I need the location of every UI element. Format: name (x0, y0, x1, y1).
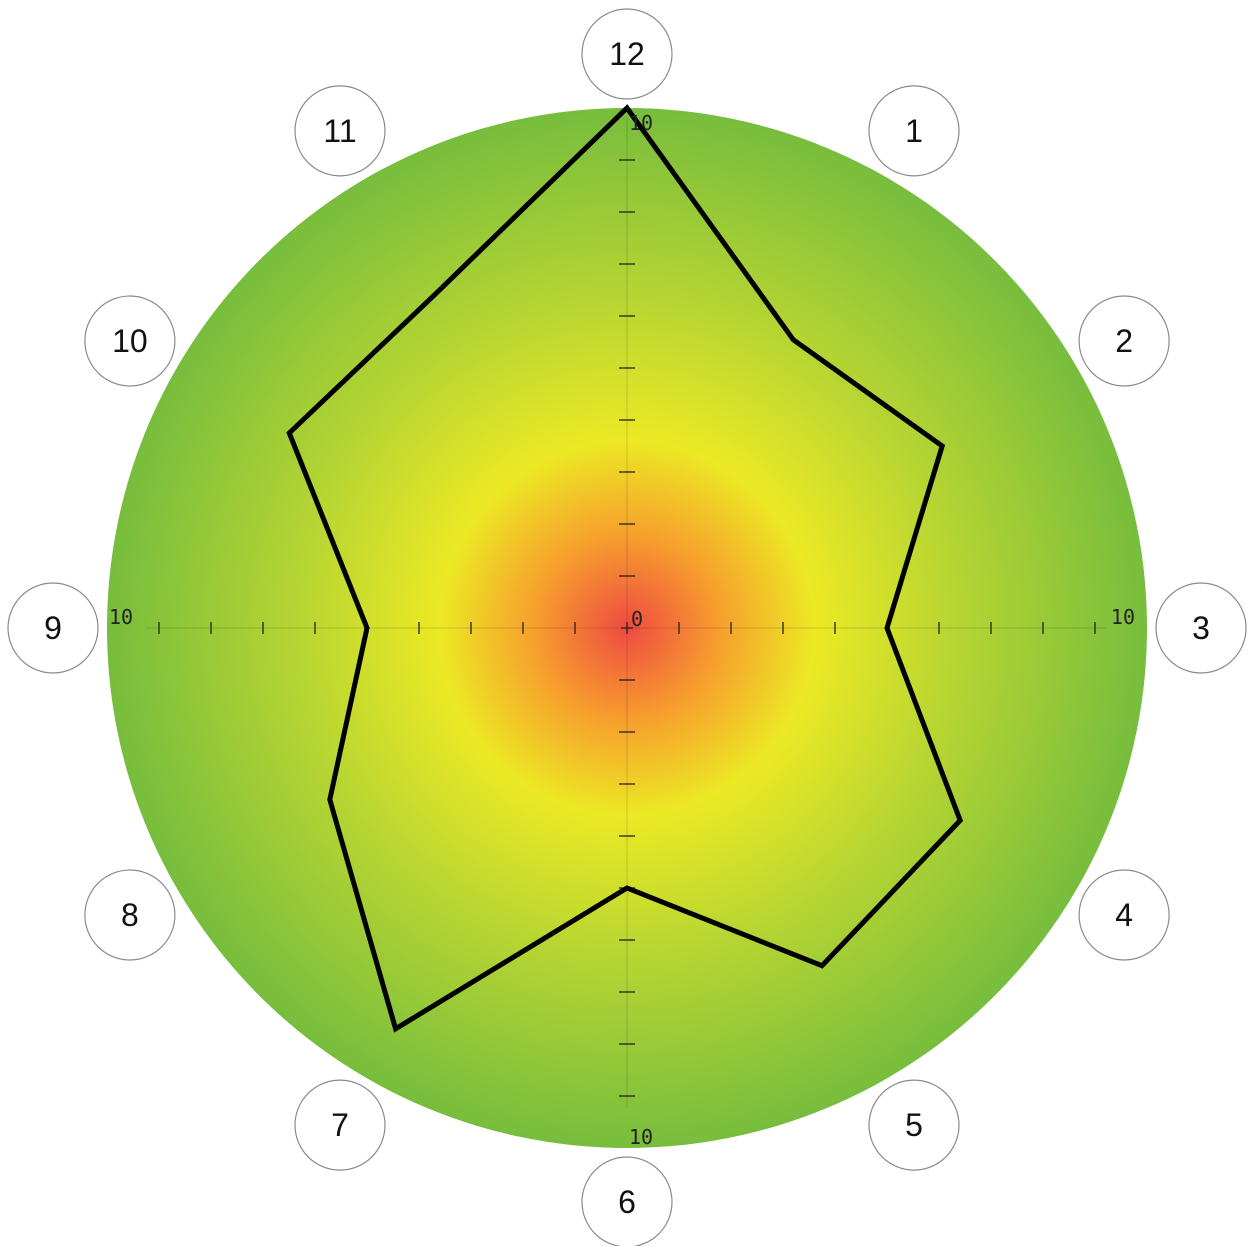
axis-end-labels: 0 10 10 10 10 (109, 111, 1135, 1149)
spoke-label-text: 4 (1115, 897, 1133, 933)
axis-label-center: 0 (631, 607, 643, 631)
spoke-label-text: 3 (1192, 610, 1210, 646)
spoke-label-badge: 1 (868, 85, 960, 177)
spoke-label-text: 8 (121, 897, 139, 933)
axis-label-top: 10 (629, 111, 653, 135)
spoke-label-badge: 4 (1078, 869, 1170, 961)
spoke-label-badge: 5 (868, 1079, 960, 1171)
spoke-label-badge-circle (1078, 295, 1170, 387)
spoke-label-badge: 9 (7, 582, 99, 674)
spoke-label-badge: 8 (84, 869, 176, 961)
spoke-label-text: 5 (905, 1107, 923, 1143)
spoke-label-badge: 2 (1078, 295, 1170, 387)
spoke-label-badge-circle (1078, 869, 1170, 961)
spoke-label-badge: 3 (1155, 582, 1247, 674)
spoke-label-badge-circle (868, 1079, 960, 1171)
axis-label-right: 10 (1111, 605, 1135, 629)
spoke-label-text: 1 (905, 113, 923, 149)
spoke-label-badge-circle (581, 1156, 673, 1246)
spoke-label-badge: 10 (84, 295, 176, 387)
spoke-label-badge-circle (294, 1079, 386, 1171)
spoke-label-text: 12 (609, 36, 645, 72)
spoke-label-text: 11 (323, 113, 356, 149)
data-series-polygon (286, 104, 964, 1033)
spoke-label-text: 9 (44, 610, 62, 646)
spoke-label-badge-circle (581, 8, 673, 100)
spoke-label-text: 7 (331, 1107, 349, 1143)
spoke-label-text: 10 (112, 323, 148, 359)
spoke-label-badge: 12 (581, 8, 673, 100)
spoke-label-text: 2 (1115, 323, 1133, 359)
spoke-label-badge: 6 (581, 1156, 673, 1246)
spoke-label-badge-circle (868, 85, 960, 177)
spoke-label-badge-circle (1155, 582, 1247, 674)
spoke-label-badge-circle (294, 85, 386, 177)
radar-axes (147, 118, 1107, 1108)
spoke-label-text: 6 (618, 1184, 636, 1220)
spoke-label-badge-circle (84, 295, 176, 387)
spoke-label-badge-circle (7, 582, 99, 674)
spoke-label-badge: 7 (294, 1079, 386, 1171)
spoke-label-badge-circle (84, 869, 176, 961)
spoke-label-badge: 11 (294, 85, 386, 177)
axis-label-bottom: 10 (629, 1125, 653, 1149)
axis-label-left: 10 (109, 605, 133, 629)
